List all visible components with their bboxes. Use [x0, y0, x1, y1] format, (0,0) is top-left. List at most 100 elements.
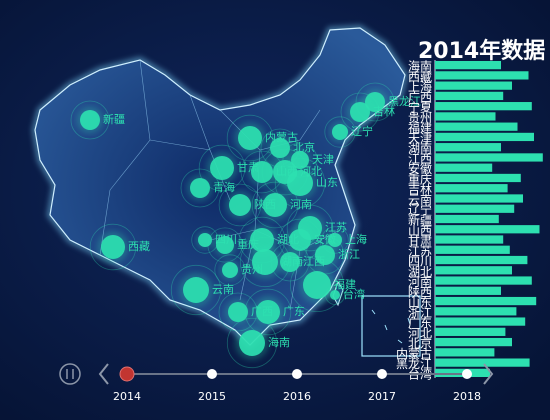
bar — [435, 184, 508, 193]
bubble-ring — [251, 181, 299, 229]
bubble — [251, 161, 273, 183]
bubble — [270, 138, 290, 158]
province-label: 台湾 — [343, 287, 365, 301]
timeline-dot[interactable] — [207, 369, 217, 379]
bubble — [190, 178, 210, 198]
province-label: 浙江 — [338, 248, 360, 261]
bar-label: 广西 — [408, 90, 432, 104]
bubble — [101, 235, 125, 259]
bar-label: 辽宁 — [408, 202, 432, 217]
bubble — [238, 126, 262, 150]
bubble — [315, 245, 335, 265]
bar — [435, 225, 540, 234]
bar — [435, 266, 512, 275]
bar — [435, 276, 532, 285]
bar — [435, 286, 501, 295]
bubble-ring — [244, 288, 292, 336]
bubble — [350, 102, 370, 122]
bubble — [287, 170, 313, 196]
bar-label: 河南 — [408, 274, 432, 289]
bar — [435, 173, 521, 183]
bar — [435, 81, 512, 90]
bubble — [280, 252, 300, 272]
play-button[interactable] — [59, 363, 81, 385]
bubble — [222, 262, 238, 278]
timeline-dot[interactable] — [292, 369, 302, 379]
province-label: 青海 — [213, 180, 235, 194]
timeline-dot[interactable] — [462, 369, 472, 379]
province-label: 福建 — [334, 277, 356, 291]
bar — [435, 358, 530, 367]
province-label: 吉林 — [373, 104, 395, 118]
bar — [435, 91, 504, 101]
bubble-ring — [325, 285, 345, 305]
bar-label: 四川 — [408, 255, 432, 269]
province-label: 河南 — [290, 198, 312, 211]
timeline-current[interactable] — [119, 366, 135, 382]
bubble-ring — [214, 254, 246, 286]
next-button[interactable] — [483, 363, 494, 385]
bubble — [210, 156, 234, 180]
bubble — [303, 271, 331, 299]
bubble-ring — [180, 168, 220, 208]
pause-icon — [66, 369, 74, 379]
province-label: 上海 — [345, 232, 367, 246]
timeline-label[interactable]: 2018 — [453, 390, 481, 403]
bubble — [263, 193, 287, 217]
bar-label: 福建 — [408, 120, 432, 135]
bar — [435, 122, 518, 131]
province-label: 西藏 — [128, 240, 150, 253]
bar-label: 陕西 — [408, 284, 432, 299]
bar — [435, 255, 528, 265]
bar — [435, 296, 537, 306]
province-label: 黑龙江 — [388, 95, 421, 108]
bar-label: 上海 — [408, 79, 432, 94]
province-label: 安徽 — [314, 232, 336, 246]
bubble-ring — [198, 144, 246, 192]
bar — [435, 132, 534, 142]
bubble-ring — [170, 264, 222, 316]
bar-label: 云南 — [408, 192, 432, 207]
bar-label: 黑龙江 — [396, 357, 432, 371]
province-label: 重庆 — [237, 237, 259, 251]
bar-label: 海南 — [408, 59, 432, 74]
timeline-label[interactable]: 2016 — [283, 390, 311, 403]
bar — [435, 307, 517, 316]
province-label: 湖北 — [277, 233, 299, 246]
bar-label: 天津 — [408, 131, 432, 145]
bar-label: 河北 — [408, 326, 432, 340]
timeline-label[interactable]: 2015 — [198, 390, 226, 403]
province-label: 广东 — [283, 305, 305, 318]
bar-label: 贵州 — [408, 111, 432, 125]
bar — [435, 194, 523, 203]
prev-button[interactable] — [98, 363, 109, 385]
bar — [435, 61, 501, 70]
bubble — [183, 277, 209, 303]
bubble-ring — [286, 204, 334, 252]
bubble — [229, 194, 251, 216]
bubble — [216, 236, 234, 254]
bar-label: 浙江 — [408, 306, 432, 320]
bubble-ring — [340, 92, 380, 132]
province-label: 江西 — [303, 255, 325, 268]
province-label: 海南 — [268, 335, 290, 349]
timeline-dot[interactable] — [377, 369, 387, 379]
province-label: 山东 — [316, 176, 338, 189]
bar-label: 内蒙古 — [396, 346, 432, 361]
province-label: 贵州 — [241, 263, 263, 276]
bar — [435, 348, 495, 357]
bar-label: 北京 — [408, 337, 432, 351]
timeline-label[interactable]: 2014 — [113, 390, 141, 403]
bar-label: 宁夏 — [408, 100, 432, 115]
bar — [435, 163, 493, 172]
bar — [435, 214, 499, 224]
timeline-label[interactable]: 2017 — [368, 390, 396, 403]
chart-title: 2014年数据 — [418, 38, 545, 64]
bubble — [330, 290, 340, 300]
bar — [435, 153, 543, 162]
bar — [435, 102, 532, 111]
bubble-ring — [240, 150, 284, 194]
bar-label: 湖北 — [408, 264, 432, 279]
bar-label: 重庆 — [408, 172, 432, 186]
bubble — [198, 233, 212, 247]
